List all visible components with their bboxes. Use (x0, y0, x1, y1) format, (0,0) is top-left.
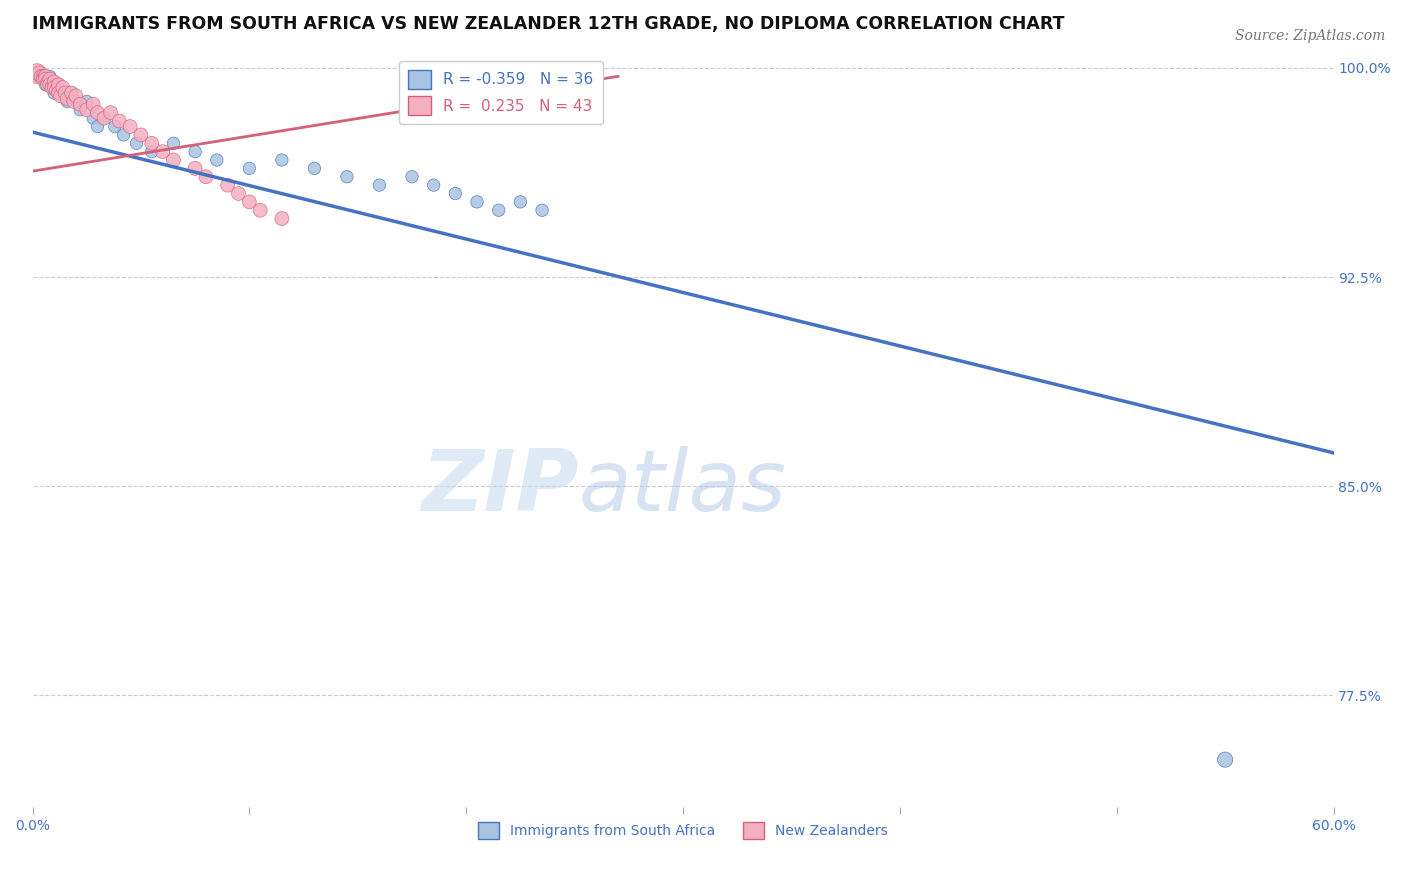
Point (32, 70, 55, 84)
Point (41, 78, 63, 92)
Point (162, 136, 184, 151)
Point (56, 95, 79, 109)
Point (48, 86, 70, 100)
Point (69, 97, 91, 112)
Point (194, 169, 217, 184)
Point (38, 78, 60, 92)
Point (162, 153, 184, 167)
Point (65, 88, 87, 103)
Point (270, 153, 292, 167)
Point (52, 80, 75, 95)
Point (37, 78, 59, 92)
Point (141, 136, 163, 151)
Point (28, 66, 51, 80)
Point (53, 86, 76, 100)
Point (125, 136, 148, 151)
Point (488, 203, 510, 218)
Point (48, 78, 70, 92)
Point (152, 145, 174, 159)
Point (41, 80, 63, 95)
Point (184, 145, 207, 159)
Point (509, 194, 531, 209)
Point (108, 114, 131, 128)
Point (44, 80, 66, 95)
Text: Source: ZipAtlas.com: Source: ZipAtlas.com (1234, 29, 1385, 44)
Point (56, 92, 79, 106)
Point (1213, 753, 1236, 767)
Point (184, 161, 207, 176)
Point (422, 178, 444, 193)
Point (104, 120, 127, 134)
Point (69, 103, 91, 117)
Point (30, 70, 52, 84)
Point (368, 178, 391, 193)
Point (270, 211, 292, 226)
Point (401, 169, 423, 184)
Point (25, 66, 48, 80)
Point (38, 70, 60, 84)
Point (44, 75, 66, 89)
Point (28, 70, 51, 84)
Text: atlas: atlas (579, 446, 787, 529)
Point (60, 86, 83, 100)
Point (38, 72, 60, 87)
Point (93, 111, 115, 125)
Point (249, 203, 271, 218)
Point (86, 105, 108, 120)
Point (65, 95, 87, 109)
Point (228, 186, 250, 201)
Point (44, 86, 66, 100)
Text: IMMIGRANTS FROM SOUTH AFRICA VS NEW ZEALANDER 12TH GRADE, NO DIPLOMA CORRELATION: IMMIGRANTS FROM SOUTH AFRICA VS NEW ZEAL… (32, 15, 1064, 33)
Point (238, 194, 260, 209)
Point (45, 83, 67, 97)
Legend: Immigrants from South Africa, New Zealanders: Immigrants from South Africa, New Zealan… (471, 815, 894, 846)
Point (34, 78, 56, 92)
Point (93, 111, 115, 125)
Point (32, 70, 55, 84)
Point (60, 86, 83, 100)
Point (76, 95, 98, 109)
Point (120, 120, 142, 134)
Point (141, 145, 163, 159)
Point (62, 95, 84, 109)
Point (52, 86, 75, 100)
Point (238, 161, 260, 176)
Point (32, 72, 55, 87)
Point (82, 111, 104, 125)
Point (34, 72, 56, 87)
Point (444, 186, 467, 201)
Point (336, 169, 359, 184)
Point (465, 194, 488, 209)
Point (304, 161, 326, 176)
Point (76, 103, 98, 117)
Point (49, 88, 72, 103)
Point (37, 75, 59, 89)
Point (34, 70, 56, 84)
Text: ZIP: ZIP (422, 446, 579, 529)
Point (112, 128, 135, 142)
Point (82, 97, 104, 112)
Point (86, 120, 108, 134)
Point (100, 105, 122, 120)
Point (48, 78, 70, 92)
Point (217, 178, 239, 193)
Point (531, 203, 554, 218)
Point (129, 128, 152, 142)
Point (205, 153, 228, 167)
